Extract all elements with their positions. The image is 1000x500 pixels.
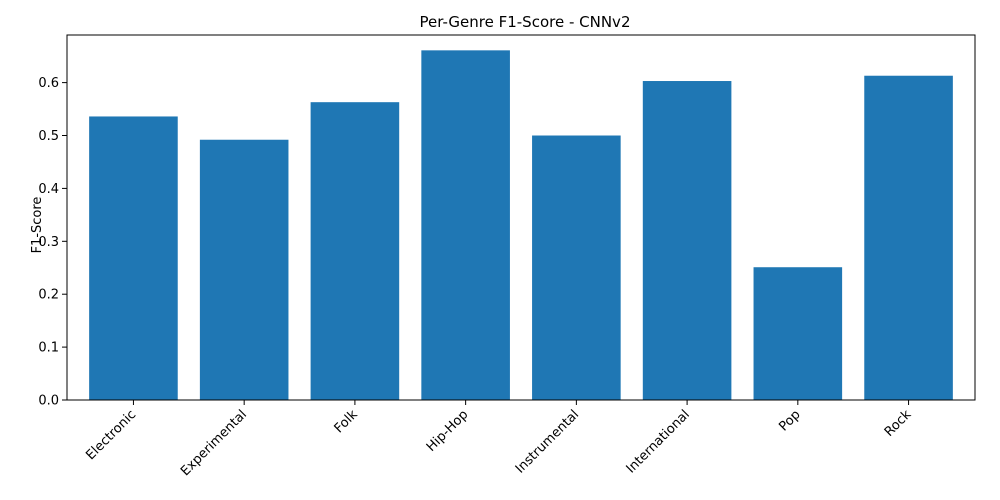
y-tick-label: 0.1 [38,341,59,356]
bars-group [89,50,953,401]
y-tick-label: 0.2 [38,288,59,303]
x-tick-label-instrumental: Instrumental [513,407,582,476]
x-tick-label-hip-hop: Hip-Hop [424,407,472,455]
x-tick-label-experimental: Experimental [178,407,250,479]
x-tick-label-rock: Rock [882,407,915,440]
y-tick-label: 0.6 [38,76,59,91]
y-tick-label: 0.0 [38,394,59,409]
x-tick-label-pop: Pop [776,407,803,434]
y-tick-label: 0.3 [38,235,59,250]
y-axis-label: F1-Score [30,197,45,254]
x-axis-ticks: Electronic Experimental Folk Hip-Hop Instrum… [83,400,915,479]
bar-instrumental [532,135,621,400]
bar-pop [753,267,843,400]
x-tick-label-electronic: Electronic [83,407,139,463]
bar-folk [310,102,400,401]
y-tick-label: 0.5 [38,129,59,144]
plot-frame [66,34,976,401]
bar-electronic [89,116,178,400]
x-tick-label-folk: Folk [332,407,361,436]
bar-international [642,81,732,401]
bar-hip-hop [421,50,510,401]
y-axis-ticks: 0.0 0.1 0.2 0.3 0.4 0.5 0.6 [38,76,67,409]
bar-rock [864,75,953,401]
y-tick-label: 0.4 [38,182,59,197]
x-tick-label-international: International [624,407,693,476]
bar-experimental [199,139,289,400]
chart-title: Per-Genre F1-Score - CNNv2 [420,13,631,31]
